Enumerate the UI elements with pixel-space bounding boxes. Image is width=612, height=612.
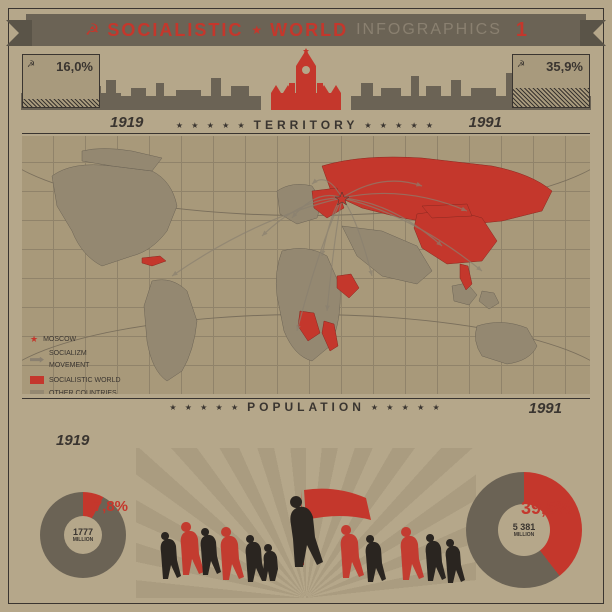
pct-1991-value: 35,9% bbox=[546, 59, 583, 74]
revolutionary-figures bbox=[146, 470, 466, 590]
sickle-icon: ☭ bbox=[517, 59, 525, 70]
sickle-icon: ☭ bbox=[27, 59, 35, 70]
pct-1991-fill bbox=[513, 88, 589, 107]
kremlin-tower-icon bbox=[271, 48, 341, 110]
swatch-red bbox=[30, 376, 44, 384]
population-pie-1991: 5 381 MILLION 39,5% bbox=[466, 472, 582, 588]
title-ribbon: ☭ SOCIALISTIC ★ WORLD INFOGRAPHICS 1 bbox=[26, 14, 586, 46]
arrow-icon bbox=[30, 357, 44, 363]
legend-movement: SOCIALIZM MOVEMENT bbox=[49, 348, 89, 370]
pct-1919-fill bbox=[23, 99, 99, 107]
pie-1991-value: 5 381 bbox=[513, 522, 536, 532]
star-icon: ★ bbox=[30, 332, 38, 346]
population-year-end: 1991 bbox=[529, 400, 562, 417]
legend-other: OTHER COUNTRIES bbox=[49, 388, 117, 394]
territory-pct-1919: ☭ 16,0% bbox=[22, 54, 100, 108]
territory-section-label: ★ ★ ★ ★ ★ TERRITORY ★ ★ ★ ★ ★ bbox=[176, 118, 436, 132]
title-subtitle: INFOGRAPHICS bbox=[356, 21, 502, 39]
legend-moscow: MOSCOW bbox=[43, 334, 76, 345]
territory-year-end: 1991 bbox=[469, 114, 502, 131]
pie-1991-unit: MILLION bbox=[514, 532, 535, 538]
population-label-text: POPULATION bbox=[247, 400, 365, 414]
population-section: 1777 MILLION 7,8% 5 381 MILLION 39,5% bbox=[22, 448, 590, 598]
pie-1919-center: 1777 MILLION bbox=[64, 516, 102, 554]
pct-1919-value: 16,0% bbox=[56, 59, 93, 74]
star-divider: ★ ★ ★ ★ ★ bbox=[169, 403, 241, 412]
hammer-sickle-icon: ☭ bbox=[85, 20, 99, 40]
population-year-start: 1919 bbox=[56, 432, 89, 449]
territory-label-text: TERRITORY bbox=[254, 118, 359, 132]
world-map: ★ MOSCOW SOCIALIZM MOVEMENT SOCIALISTIC W… bbox=[22, 136, 590, 394]
star-divider: ★ ★ ★ ★ ★ bbox=[371, 403, 443, 412]
pie-1919-value: 1777 bbox=[73, 527, 93, 537]
pie-1919-unit: MILLION bbox=[73, 537, 94, 543]
swatch-other bbox=[30, 390, 44, 394]
population-section-label: ★ ★ ★ ★ ★ POPULATION ★ ★ ★ ★ ★ bbox=[169, 400, 442, 414]
legend-soc: SOCIALISTIC WORLD bbox=[49, 375, 121, 386]
star-divider: ★ ★ ★ ★ ★ bbox=[364, 121, 436, 130]
pie-1919-pct: 7,8% bbox=[94, 498, 128, 515]
territory-year-start: 1919 bbox=[110, 114, 143, 131]
divider bbox=[22, 133, 590, 134]
skyline-silhouette bbox=[20, 48, 592, 110]
divider bbox=[22, 398, 590, 399]
map-legend: ★ MOSCOW SOCIALIZM MOVEMENT SOCIALISTIC W… bbox=[30, 332, 121, 394]
skyline-svg bbox=[21, 48, 591, 110]
population-pie-1919: 1777 MILLION 7,8% bbox=[40, 492, 126, 578]
star-icon: ★ bbox=[251, 23, 262, 37]
star-divider: ★ ★ ★ ★ ★ bbox=[176, 121, 248, 130]
title-number: 1 bbox=[516, 19, 527, 42]
title-word-1: SOCIALISTIC bbox=[107, 20, 243, 41]
socialist-countries bbox=[142, 157, 552, 351]
title-word-2: WORLD bbox=[270, 20, 348, 41]
pie-1991-pct: 39,5% bbox=[521, 498, 572, 519]
territory-pct-1991: ☭ 35,9% bbox=[512, 54, 590, 108]
